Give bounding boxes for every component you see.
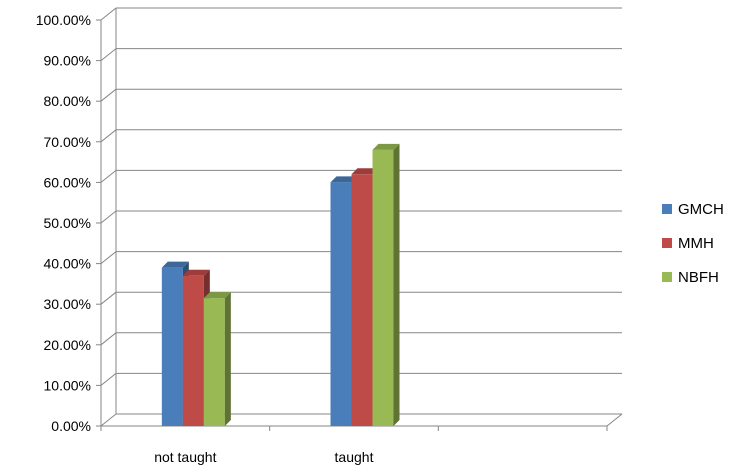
bar-top <box>203 292 231 299</box>
chart-bars <box>161 143 400 427</box>
legend-item-gmch: GMCH <box>662 192 724 226</box>
bar-front <box>372 149 394 427</box>
legend-swatch-mmh <box>662 238 672 248</box>
bar-front <box>203 298 225 426</box>
gridline-connector-5 <box>100 210 117 224</box>
gridline-connector-4 <box>100 251 117 264</box>
bar-front <box>351 174 373 426</box>
bar-top <box>182 269 210 276</box>
y-tick-label-5: 50.00% <box>44 215 91 231</box>
y-tick-label-2: 20.00% <box>44 337 91 353</box>
x-axis-end-line <box>606 413 623 427</box>
bar-top <box>330 176 358 183</box>
gridline-connector-3 <box>100 291 117 305</box>
gridline-connector-9 <box>100 48 117 61</box>
bar-front <box>330 182 352 426</box>
y-tick-label-1: 10.00% <box>44 377 91 393</box>
legend-label-gmch: GMCH <box>678 200 724 218</box>
gridline-connector-8 <box>100 88 117 102</box>
bar-side <box>224 292 231 426</box>
y-tick-label-6: 60.00% <box>44 174 91 190</box>
gridline-connector-7 <box>100 129 117 143</box>
gridline-connector-1 <box>100 373 117 386</box>
x-tick-label-1: taught <box>335 449 374 465</box>
bar-top <box>161 261 189 268</box>
y-tick-label-4: 40.00% <box>44 256 91 272</box>
y-axis-tick-labels: 0.00% 10.00% 20.00% 30.00% 40.00% 50.00% 60.00… <box>36 12 91 434</box>
legend-item-nbfh: NBFH <box>662 260 724 294</box>
legend-label-nbfh: NBFH <box>678 268 719 286</box>
chart-legend: GMCH MMH NBFH <box>662 192 724 294</box>
legend-label-mmh: MMH <box>678 234 714 252</box>
gridline-connector-2 <box>100 332 117 346</box>
y-tick-label-7: 70.00% <box>44 134 91 150</box>
y-tick-label-9: 90.00% <box>44 53 91 69</box>
legend-item-mmh: MMH <box>662 226 724 260</box>
bar-front <box>182 275 204 426</box>
legend-swatch-nbfh <box>662 272 672 282</box>
bar-side <box>393 143 400 427</box>
y-tick-label-8: 80.00% <box>44 93 91 109</box>
gridline-connector-6 <box>100 170 117 183</box>
legend-swatch-gmch <box>662 204 672 214</box>
x-axis-tick-labels: not taught taught <box>154 449 373 465</box>
bar-front <box>161 267 183 426</box>
y-tick-label-3: 30.00% <box>44 296 91 312</box>
gridline-connector-0 <box>100 413 117 427</box>
y-tick-label-10: 100.00% <box>36 12 91 28</box>
x-tick-label-0: not taught <box>154 449 216 465</box>
gridline-connector-10 <box>100 7 117 21</box>
y-tick-label-0: 0.00% <box>51 418 91 434</box>
bar-top <box>372 143 400 150</box>
bar-nbfh-1 <box>372 143 400 427</box>
bar-top <box>351 168 379 175</box>
bar-nbfh-0 <box>203 292 231 426</box>
